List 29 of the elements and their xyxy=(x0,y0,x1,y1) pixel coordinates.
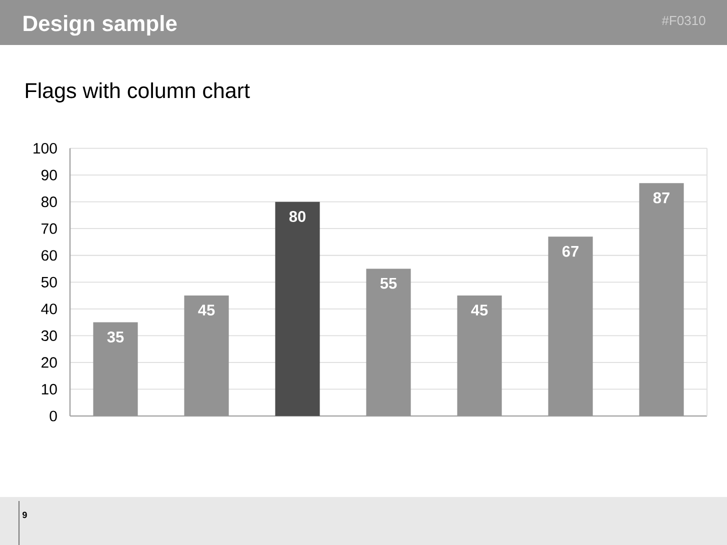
y-tick-label: 40 xyxy=(41,304,57,314)
text: 9 xyxy=(22,512,27,518)
data-label: 45 xyxy=(471,304,488,316)
data-label: 45 xyxy=(198,304,215,316)
bar xyxy=(93,322,138,416)
y-tick-label: 100 xyxy=(34,142,57,154)
bar xyxy=(184,296,229,416)
data-label: 87 xyxy=(653,192,670,204)
bar xyxy=(457,296,502,416)
data-label: 35 xyxy=(107,331,124,342)
text: Design sample xyxy=(24,15,177,36)
data-label: 67 xyxy=(562,246,578,257)
y-tick-label: 30 xyxy=(41,330,57,341)
y-tick-label: 60 xyxy=(42,250,57,261)
y-tick-label: 50 xyxy=(41,276,57,288)
bar xyxy=(639,183,684,416)
bar xyxy=(275,202,320,416)
bar xyxy=(366,268,411,416)
y-tick-label: 70 xyxy=(42,223,57,234)
y-tick-label: 80 xyxy=(41,196,57,208)
y-tick-label: 90 xyxy=(42,170,57,180)
y-tick-label: 0 xyxy=(50,410,57,422)
chart-title: Flags with column chart xyxy=(26,82,250,102)
data-label: 55 xyxy=(380,278,397,289)
y-tick-label: 20 xyxy=(42,357,57,368)
data-label: 80 xyxy=(289,211,306,222)
bar xyxy=(548,236,593,416)
text: #F0310 xyxy=(662,16,706,26)
y-tick-label: 10 xyxy=(42,384,57,395)
